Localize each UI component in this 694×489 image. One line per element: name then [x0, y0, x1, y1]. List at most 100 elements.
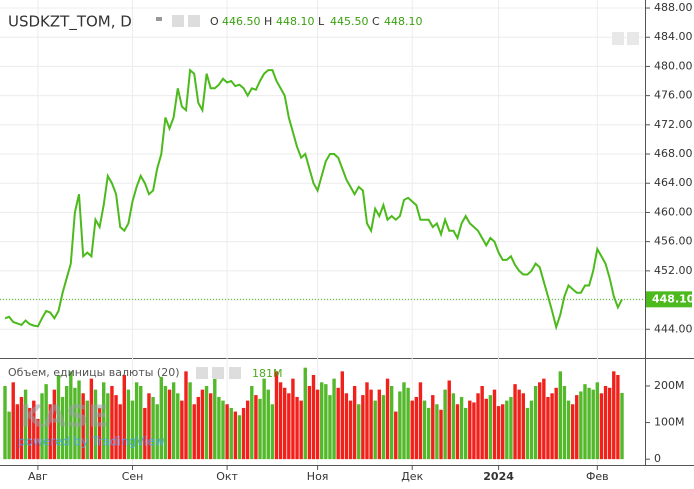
y-tick-label: 472.00 — [654, 118, 693, 131]
volume-bar — [505, 400, 509, 460]
volume-bar — [196, 396, 201, 460]
volume-bar — [303, 367, 307, 460]
volume-bar — [171, 382, 176, 460]
volume-bar — [15, 404, 20, 460]
volume-bar — [32, 400, 36, 460]
volume-bar — [546, 396, 550, 460]
volume-bar — [299, 400, 303, 460]
eye-icon[interactable] — [196, 367, 208, 379]
volume-bar — [180, 400, 184, 460]
volume-bar — [336, 387, 340, 460]
volume-bar — [221, 400, 225, 460]
y-tick-label: 468.00 — [654, 147, 693, 160]
ohlc-value: 448.10 — [276, 15, 315, 28]
volume-bar — [418, 382, 423, 460]
volume-bar — [245, 400, 250, 460]
volume-bar — [348, 400, 353, 460]
volume-bar — [65, 385, 69, 460]
volume-bar — [488, 395, 493, 460]
volume-bar — [435, 404, 439, 460]
scale-icon[interactable] — [612, 32, 624, 45]
volume-bar — [509, 396, 513, 460]
volume-bar — [229, 407, 233, 460]
y-tick-label: 464.00 — [654, 176, 693, 189]
volume-bar — [315, 389, 320, 460]
volume-bar — [344, 393, 349, 460]
volume-bar — [122, 375, 126, 460]
volume-bar — [612, 371, 616, 460]
volume-bar — [40, 393, 44, 460]
ohlc-key: C — [372, 15, 380, 28]
volume-bar — [373, 400, 377, 460]
volume-bar — [542, 378, 546, 460]
volume-bar — [414, 396, 419, 460]
volume-bar — [538, 382, 542, 460]
volume-bar — [451, 393, 456, 460]
volume-bar — [250, 385, 254, 460]
volume-bar — [562, 385, 567, 460]
y-tick-label: 476.00 — [654, 89, 693, 102]
volume-bar — [27, 407, 32, 460]
volume-bar — [81, 393, 85, 460]
volume-bar — [118, 404, 122, 460]
volume-bar — [554, 387, 558, 460]
volume-last: 181M — [252, 367, 283, 380]
volume-bar — [575, 395, 579, 460]
volume-bar — [274, 371, 279, 460]
volume-bar — [476, 393, 480, 460]
last-price-box — [646, 291, 692, 308]
volume-bar — [385, 378, 390, 460]
volume-bar — [365, 382, 369, 460]
volume-bar — [270, 404, 275, 460]
volume-bar — [163, 385, 168, 460]
x-tick-label: Дек — [401, 470, 423, 483]
volume-bar — [410, 400, 414, 460]
volume-bar — [97, 407, 102, 460]
volume-bar — [217, 396, 221, 460]
volume-bar — [496, 406, 501, 460]
volume-bar — [3, 385, 7, 460]
volume-bar — [77, 380, 81, 460]
volume-bar — [287, 393, 291, 460]
volume-bar — [587, 387, 591, 460]
watermark: KASE — [20, 400, 109, 435]
volume-bar — [184, 371, 188, 460]
volume-bar — [225, 404, 229, 460]
volume-bar — [106, 393, 110, 460]
scale-icon[interactable] — [627, 32, 639, 45]
volume-bar — [377, 389, 382, 460]
settings-icon[interactable] — [212, 367, 224, 379]
settings-icon[interactable] — [188, 15, 200, 27]
volume-bar — [7, 411, 11, 460]
volume-bar — [599, 393, 604, 460]
volume-bar — [422, 400, 427, 460]
volume-bar — [89, 378, 94, 460]
volume-bar — [52, 389, 57, 460]
y-tick-label: 480.00 — [654, 59, 693, 72]
y-tick-label: 456.00 — [654, 235, 693, 248]
symbol-title: USDKZT_TOM, D — [8, 13, 132, 32]
volume-bar — [332, 378, 336, 460]
volume-bar — [233, 411, 238, 460]
volume-bar — [155, 404, 159, 460]
volume-bar — [550, 393, 554, 460]
volume-bar — [480, 385, 484, 460]
volume-bar — [44, 384, 48, 460]
eye-icon[interactable] — [172, 15, 184, 27]
volume-bar — [472, 402, 476, 460]
volume-bar — [291, 378, 295, 460]
volume-bar — [143, 407, 147, 460]
volume-bar — [369, 389, 373, 460]
dropdown-icon[interactable] — [156, 17, 162, 21]
volume-bar — [402, 382, 406, 460]
volume-bar — [603, 385, 608, 460]
close-icon[interactable] — [229, 367, 241, 379]
volume-bar — [167, 389, 172, 460]
volume-bar — [525, 407, 530, 460]
volume-bar — [328, 395, 332, 460]
volume-bar — [361, 395, 365, 460]
volume-bar — [501, 404, 505, 460]
last-price-label: 448.10 — [652, 292, 694, 305]
ohlc-value: 445.50 — [330, 15, 369, 28]
